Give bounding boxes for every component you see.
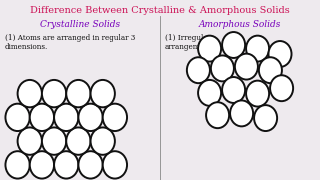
Circle shape <box>66 127 91 155</box>
Circle shape <box>246 81 269 107</box>
Circle shape <box>246 36 269 62</box>
Circle shape <box>103 104 127 131</box>
Circle shape <box>198 80 221 106</box>
Circle shape <box>222 32 245 58</box>
Circle shape <box>270 75 293 101</box>
Circle shape <box>30 151 54 179</box>
Circle shape <box>18 127 42 155</box>
Circle shape <box>78 151 103 179</box>
Circle shape <box>54 151 78 179</box>
Circle shape <box>222 77 245 103</box>
Circle shape <box>54 104 78 131</box>
Text: Amorphous Solids: Amorphous Solids <box>199 20 281 29</box>
Circle shape <box>18 80 42 107</box>
Circle shape <box>211 55 234 81</box>
Text: (1) Atoms are arranged in regular 3
dimensions.: (1) Atoms are arranged in regular 3 dime… <box>5 34 135 51</box>
Circle shape <box>230 100 253 126</box>
Circle shape <box>198 36 221 62</box>
Circle shape <box>42 80 66 107</box>
Circle shape <box>259 57 282 83</box>
Text: Crystalline Solids: Crystalline Solids <box>40 20 120 29</box>
Circle shape <box>91 127 115 155</box>
Circle shape <box>103 151 127 179</box>
Circle shape <box>187 57 210 83</box>
Circle shape <box>42 127 66 155</box>
Text: Difference Between Crystalline & Amorphous Solids: Difference Between Crystalline & Amorpho… <box>30 6 290 15</box>
Circle shape <box>254 105 277 131</box>
Circle shape <box>91 80 115 107</box>
Circle shape <box>5 151 30 179</box>
Circle shape <box>268 41 292 67</box>
Circle shape <box>30 104 54 131</box>
Circle shape <box>78 104 103 131</box>
Circle shape <box>235 54 258 80</box>
Circle shape <box>66 80 91 107</box>
Circle shape <box>206 102 229 128</box>
Circle shape <box>5 104 30 131</box>
Text: (1) Irregular
arrangements.: (1) Irregular arrangements. <box>165 34 218 51</box>
